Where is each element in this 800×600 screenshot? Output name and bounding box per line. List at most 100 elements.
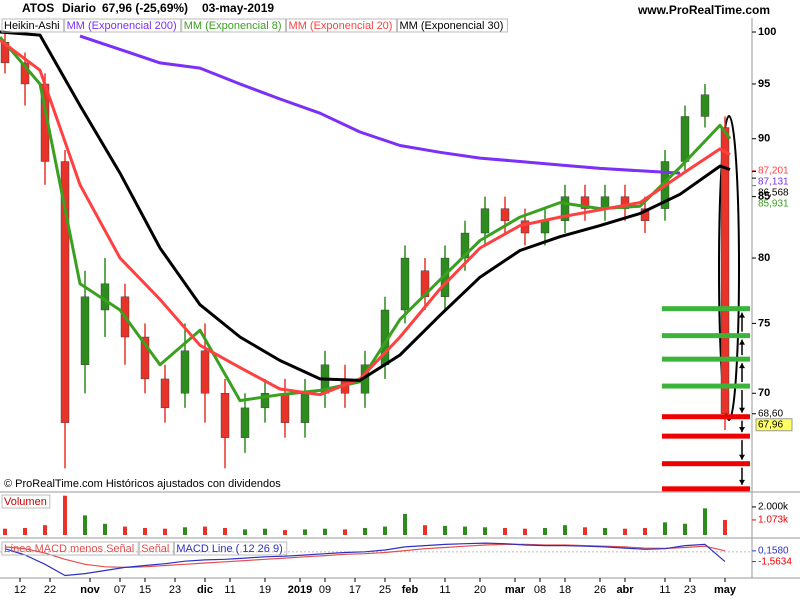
- volume-bar: [363, 527, 367, 535]
- legend-entry: Línea MACD menos Señal: [4, 543, 134, 555]
- symbol: ATOS: [22, 1, 54, 15]
- x-tick-label: 23: [169, 584, 181, 596]
- candle-body: [200, 350, 210, 394]
- volume-bar: [643, 527, 647, 535]
- price-tag: 0,1580: [758, 545, 789, 556]
- legend-box: [286, 18, 397, 33]
- volume-bar: [203, 526, 207, 535]
- level-line: [662, 383, 750, 389]
- volume-bar: [403, 513, 407, 535]
- volume-bar: [443, 525, 447, 535]
- volume-bar: [243, 529, 247, 535]
- level-line: [662, 461, 750, 467]
- legend-box: [1, 494, 51, 509]
- legend-box: [181, 18, 287, 33]
- x-tick-label: 11: [224, 584, 235, 596]
- price-tag: 67,96: [758, 419, 783, 430]
- y-tick-label: 75: [758, 317, 770, 329]
- volume-bar: [603, 527, 607, 535]
- x-tick-label: 12: [14, 584, 26, 596]
- candle-body: [580, 196, 590, 209]
- price-tag: -1,5634: [758, 556, 792, 567]
- legend-entry: Heikin-Ashi: [4, 20, 60, 32]
- legend-box: [1, 18, 65, 33]
- volume-bar: [263, 528, 267, 535]
- x-tick-label: 11: [659, 584, 670, 596]
- candle-body: [20, 62, 30, 85]
- candle-body: [160, 378, 170, 409]
- panel-title: Volumen: [4, 496, 47, 508]
- legend-box: [173, 541, 288, 556]
- arrow-head: [739, 479, 745, 485]
- x-tick-label: abr: [616, 584, 634, 596]
- volume-bar: [103, 523, 107, 535]
- x-tick-label: 20: [474, 584, 486, 596]
- candle-body: [400, 257, 410, 311]
- level-line: [662, 414, 750, 420]
- level-line: [662, 356, 750, 362]
- x-tick-label: 17: [349, 584, 361, 596]
- x-tick-label: 09: [319, 584, 331, 596]
- footer: © ProRealTime.com Históricos ajustados c…: [4, 478, 281, 490]
- candle-body: [260, 393, 270, 409]
- price-tag-box: [755, 418, 793, 432]
- ma-line: [0, 39, 731, 397]
- x-tick-label: 22: [44, 584, 56, 596]
- quote: 67,96 (-25,69%): [102, 1, 188, 15]
- volume-bar: [23, 527, 27, 535]
- candle-body: [540, 220, 550, 234]
- candle-body: [180, 350, 190, 394]
- candle-body: [280, 393, 290, 423]
- candle-body: [640, 208, 650, 221]
- x-tick-label: 11: [439, 584, 450, 596]
- volume-bar: [503, 527, 507, 535]
- level-line: [662, 486, 750, 492]
- y-tick-label: 90: [758, 133, 770, 145]
- ma-line: [79, 34, 681, 175]
- y-tick-label: 80: [758, 252, 770, 264]
- x-tick-label: 23: [684, 584, 696, 596]
- level-line: [662, 333, 750, 339]
- volume-bar: [523, 528, 527, 535]
- x-tick-label: 15: [139, 584, 151, 596]
- macd-line: [4, 542, 726, 577]
- ma-line: [0, 30, 731, 382]
- candle-body: [480, 208, 490, 234]
- volume-bar: [323, 528, 327, 535]
- legend-box: [138, 541, 174, 556]
- candle-body: [300, 393, 310, 423]
- x-tick-label: 08: [534, 584, 546, 596]
- candle-body: [680, 116, 690, 162]
- x-tick-label: 07: [114, 584, 126, 596]
- y-tick-label: 70: [758, 387, 770, 399]
- volume-bar: [703, 508, 707, 535]
- candle-body: [140, 336, 150, 380]
- candle-body: [60, 161, 70, 423]
- volume-bar: [663, 522, 667, 535]
- x-tick-label: dic: [197, 584, 213, 596]
- legend-box: [64, 18, 182, 33]
- arrow-head: [739, 407, 745, 413]
- candle-body: [80, 296, 90, 365]
- legend-entry: MM (Exponencial 30): [399, 20, 503, 32]
- volume-tag: 1.073k: [758, 515, 789, 526]
- ma-line: [0, 36, 732, 403]
- x-tick-label: 26: [594, 584, 606, 596]
- y-tick-label: 95: [758, 78, 770, 90]
- x-tick-label: mar: [505, 584, 526, 596]
- volume-bar: [223, 527, 227, 535]
- volume-bar: [723, 519, 727, 535]
- volume-bar: [83, 515, 87, 535]
- x-tick-label: 25: [379, 584, 391, 596]
- level-line: [662, 306, 750, 312]
- site: www.ProRealTime.com: [637, 3, 770, 17]
- arrow-head: [739, 427, 745, 433]
- volume-bar: [123, 526, 127, 535]
- volume-bar: [43, 525, 47, 535]
- candle-body: [460, 232, 470, 259]
- period: Diario: [62, 1, 96, 15]
- date: 03-may-2019: [202, 1, 274, 15]
- volume-bar: [163, 528, 167, 535]
- x-tick-label: 18: [559, 584, 571, 596]
